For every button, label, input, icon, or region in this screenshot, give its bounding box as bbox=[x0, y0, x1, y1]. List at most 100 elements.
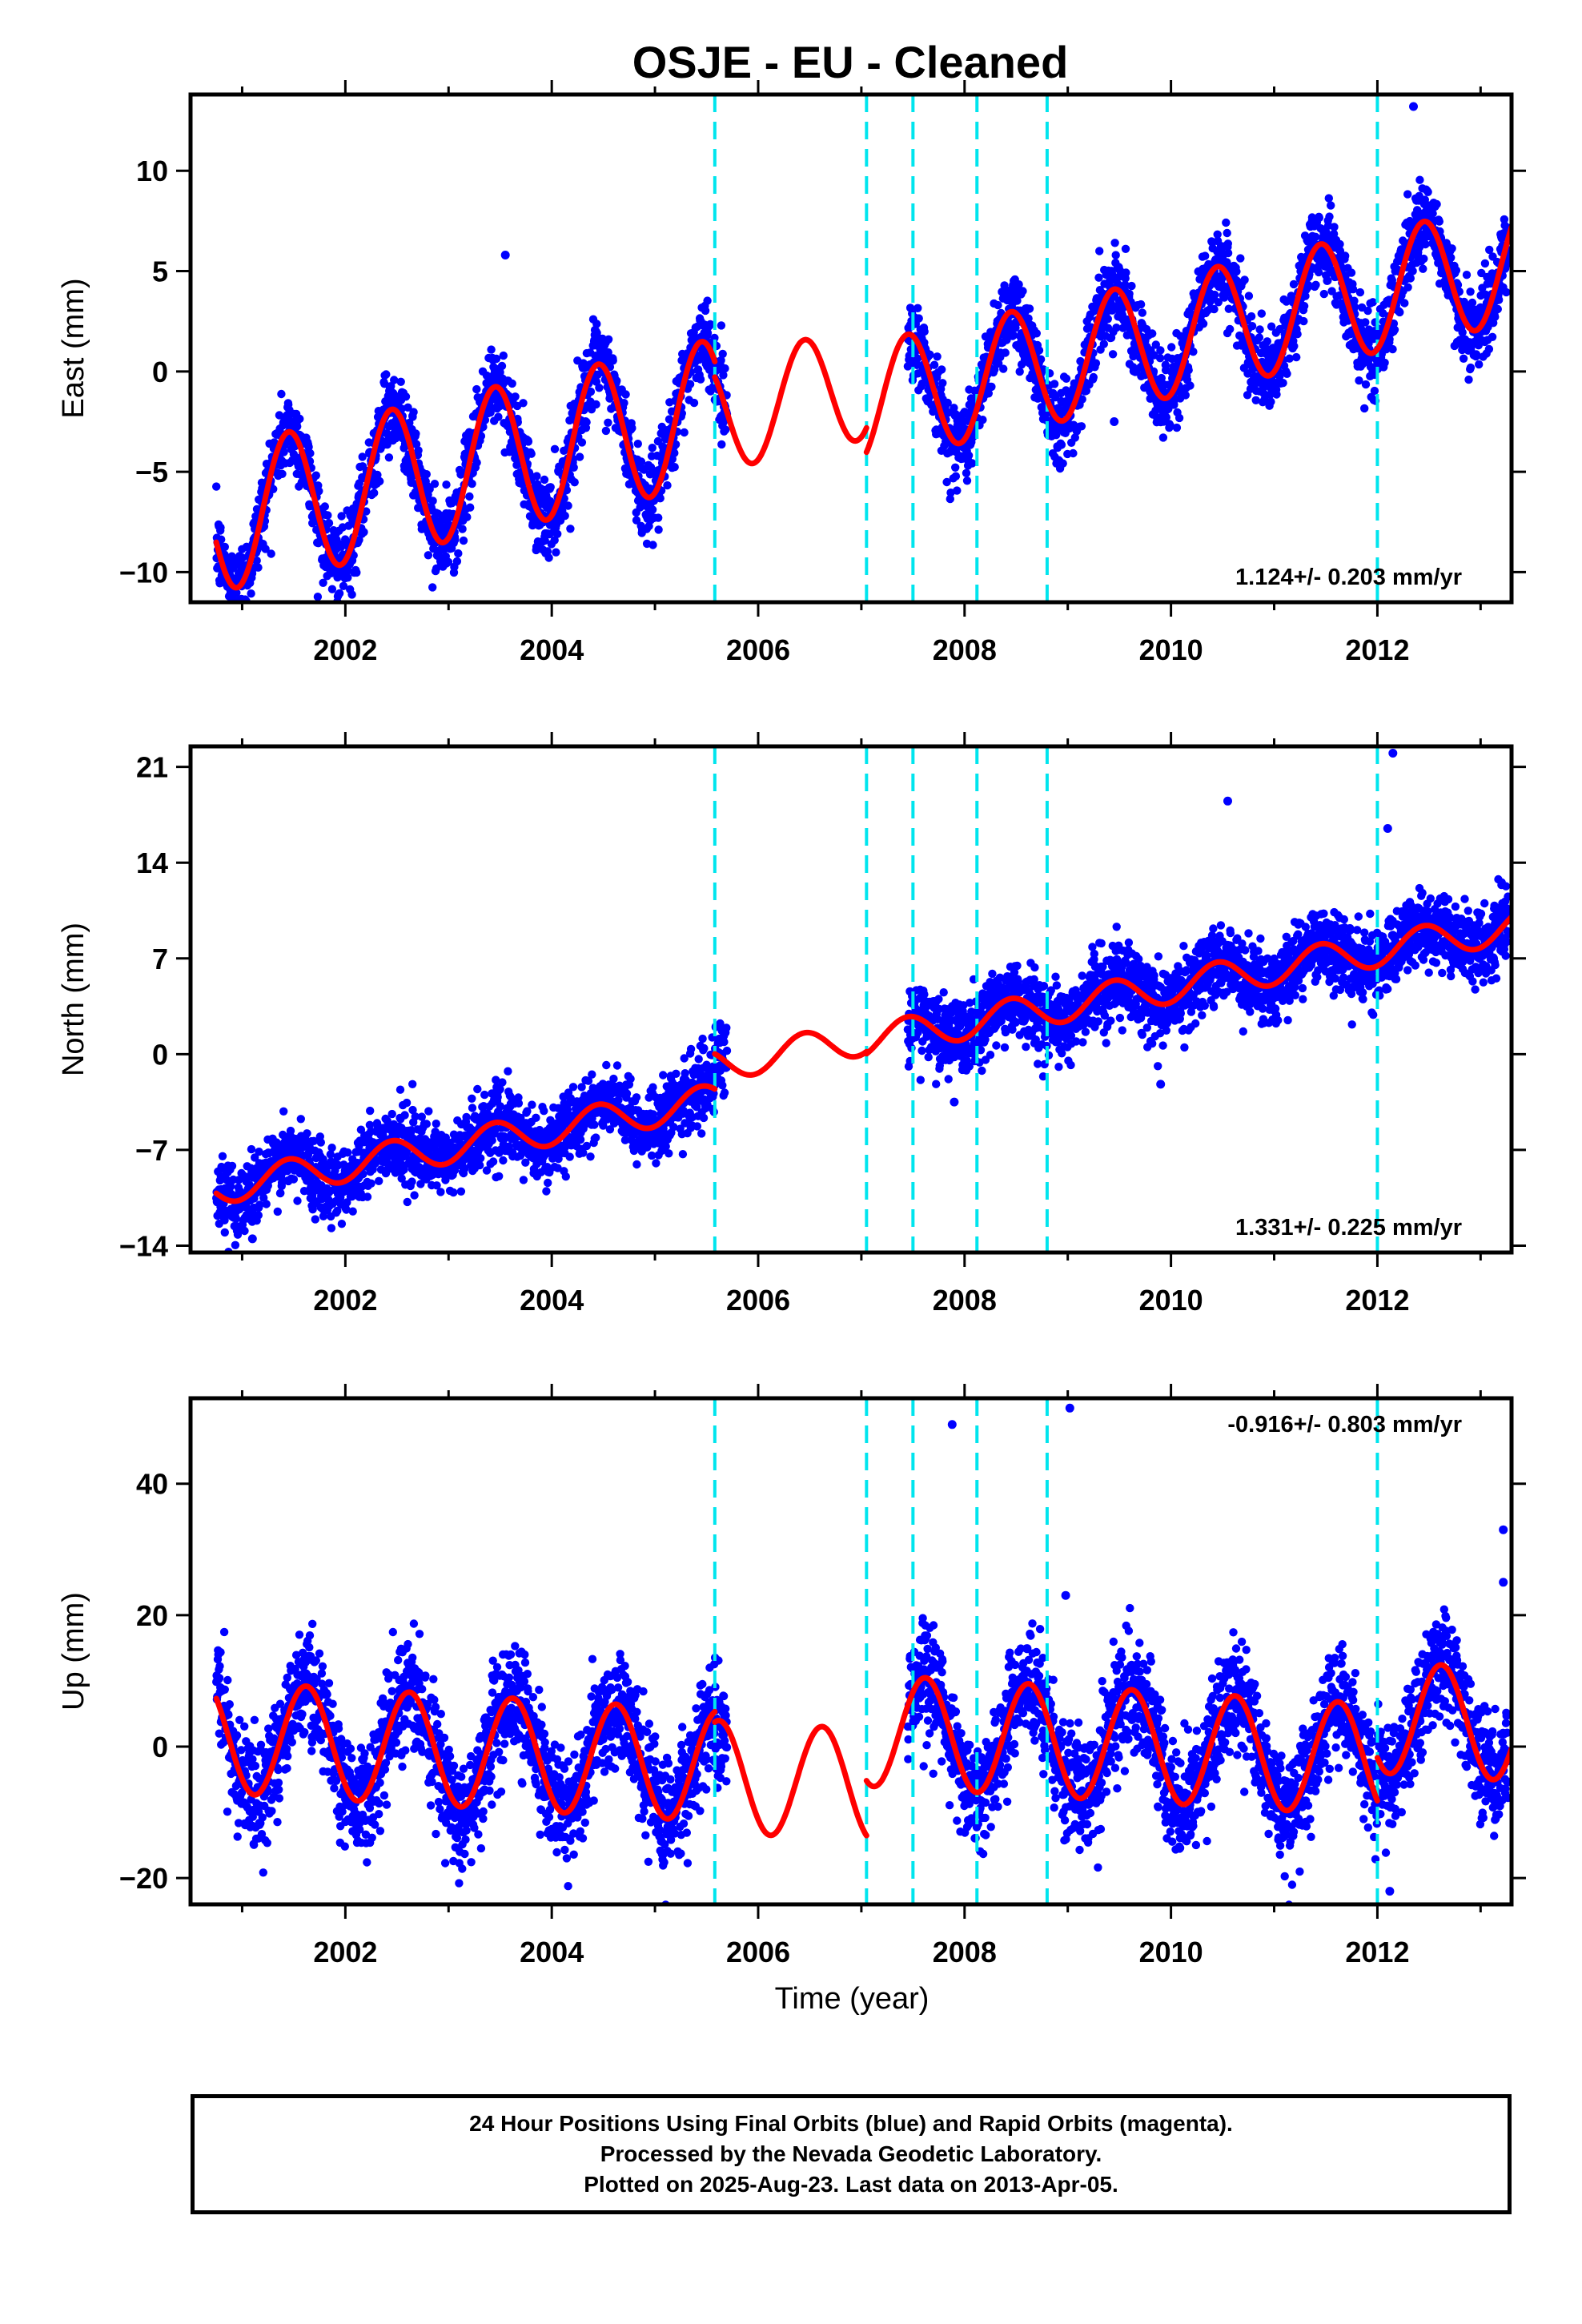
east-y-tick-label: 10 bbox=[136, 155, 168, 187]
east-data-point bbox=[1223, 239, 1233, 248]
east-data-point bbox=[1222, 218, 1231, 227]
east-data-point bbox=[1480, 259, 1490, 268]
east-data-point bbox=[1419, 264, 1427, 273]
east-y-tick-label: −5 bbox=[135, 456, 168, 489]
east-data-point bbox=[358, 452, 367, 461]
north-data-point bbox=[411, 1112, 420, 1121]
east-data-point bbox=[1388, 344, 1397, 354]
east-data-point bbox=[978, 416, 987, 424]
north-data-point bbox=[365, 1120, 375, 1130]
east-data-point bbox=[463, 513, 472, 521]
east-data-point bbox=[670, 448, 679, 457]
east-x-tick-label: 2012 bbox=[1345, 633, 1409, 666]
east-data-point bbox=[1255, 325, 1264, 334]
east-data-point bbox=[1293, 330, 1302, 339]
east-data-point bbox=[278, 469, 287, 478]
north-data-point bbox=[348, 1207, 357, 1216]
east-data-point bbox=[295, 414, 304, 424]
east-data-point bbox=[721, 364, 729, 373]
east-data-point bbox=[527, 449, 536, 458]
east-data-point bbox=[487, 345, 496, 354]
east-data-point bbox=[1251, 396, 1260, 404]
east-data-point bbox=[592, 320, 601, 328]
east-data-point bbox=[621, 390, 630, 399]
east-data-point bbox=[519, 399, 528, 408]
east-data-point bbox=[608, 356, 617, 365]
east-data-point bbox=[604, 418, 612, 427]
north-data-point bbox=[476, 1154, 485, 1163]
east-data-point bbox=[409, 408, 418, 416]
east-data-point bbox=[1259, 389, 1268, 398]
east-data-point bbox=[1323, 276, 1332, 285]
east-data-point bbox=[293, 422, 302, 431]
east-data-point bbox=[1070, 433, 1080, 442]
east-data-point bbox=[1403, 190, 1412, 199]
east-data-point bbox=[1370, 386, 1379, 396]
east-data-point bbox=[1069, 448, 1078, 458]
east-data-point bbox=[1240, 275, 1249, 284]
east-data-point bbox=[432, 564, 441, 573]
east-outlier-point bbox=[500, 251, 510, 259]
east-data-point bbox=[1125, 289, 1134, 299]
east-data-point bbox=[717, 356, 725, 365]
east-data-point bbox=[337, 512, 346, 521]
east-data-point bbox=[999, 364, 1008, 373]
east-data-point bbox=[721, 425, 730, 434]
east-data-point bbox=[1447, 253, 1456, 262]
north-data-point bbox=[408, 1105, 417, 1115]
east-data-point bbox=[696, 375, 705, 384]
north-data-point bbox=[456, 1187, 466, 1196]
east-data-point bbox=[362, 507, 371, 516]
east-data-point bbox=[1488, 332, 1497, 341]
east-outlier-point bbox=[1409, 102, 1418, 111]
east-data-point bbox=[234, 616, 242, 624]
north-data-point bbox=[220, 1228, 229, 1237]
north-data-point bbox=[319, 1212, 328, 1221]
east-data-point bbox=[458, 525, 467, 533]
east-data-point bbox=[1263, 337, 1272, 346]
east-data-point bbox=[382, 370, 391, 379]
east-data-point bbox=[654, 513, 663, 522]
east-data-point bbox=[459, 536, 468, 545]
north-data-point bbox=[247, 1144, 256, 1154]
east-data-point bbox=[335, 589, 344, 598]
east-data-point bbox=[231, 608, 239, 616]
east-data-point bbox=[339, 581, 348, 590]
north-data-point bbox=[254, 1211, 263, 1220]
east-data-point bbox=[359, 528, 368, 537]
east-data-point bbox=[546, 483, 555, 492]
east-data-point bbox=[942, 477, 951, 487]
east-data-point bbox=[1244, 292, 1254, 300]
east-data-point bbox=[306, 448, 315, 458]
east-data-point bbox=[564, 501, 572, 510]
east-outlier-point bbox=[1110, 417, 1119, 426]
east-data-point bbox=[1324, 194, 1334, 203]
east-data-point bbox=[1419, 254, 1428, 263]
east-data-point bbox=[586, 387, 596, 396]
east-data-point bbox=[953, 486, 962, 495]
east-data-point bbox=[497, 361, 507, 371]
east-data-point bbox=[430, 480, 440, 489]
north-data-point bbox=[367, 1179, 375, 1188]
east-data-point bbox=[994, 300, 1002, 310]
east-data-point bbox=[524, 437, 533, 446]
east-data-point bbox=[324, 519, 334, 528]
east-data-point bbox=[656, 494, 665, 503]
east-data-point bbox=[243, 607, 251, 615]
east-y-axis-label: East (mm) bbox=[57, 278, 90, 418]
east-data-point bbox=[499, 351, 508, 360]
east-data-point bbox=[319, 578, 327, 587]
east-data-point bbox=[1108, 350, 1118, 359]
east-data-point bbox=[1466, 287, 1475, 296]
east-x-tick-label: 2004 bbox=[520, 633, 584, 666]
east-data-point bbox=[532, 472, 541, 480]
east-data-point bbox=[1110, 239, 1119, 247]
east-data-point bbox=[1368, 298, 1378, 307]
east-data-point bbox=[1111, 251, 1120, 259]
east-data-point bbox=[1462, 271, 1472, 279]
east-data-point bbox=[1502, 287, 1511, 297]
east-plot-area bbox=[212, 94, 1512, 624]
east-data-point bbox=[604, 335, 613, 344]
east-data-point bbox=[703, 296, 712, 305]
east-data-point bbox=[1387, 275, 1397, 285]
